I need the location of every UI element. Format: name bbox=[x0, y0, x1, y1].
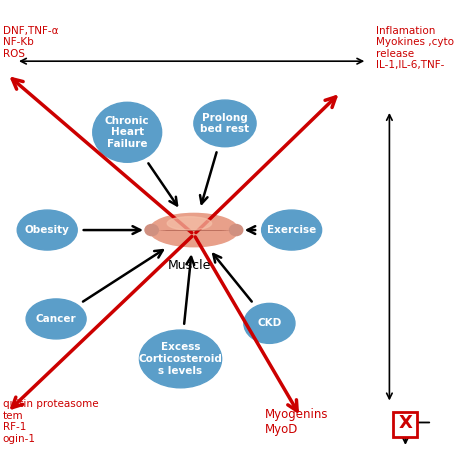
Text: Obesity: Obesity bbox=[25, 225, 70, 235]
Ellipse shape bbox=[262, 210, 322, 250]
FancyBboxPatch shape bbox=[393, 412, 417, 437]
Ellipse shape bbox=[229, 225, 243, 235]
Ellipse shape bbox=[17, 210, 77, 250]
Text: Exercise: Exercise bbox=[267, 225, 316, 235]
Ellipse shape bbox=[139, 330, 222, 388]
Text: X: X bbox=[399, 415, 412, 432]
Text: Myogenins
MyoD: Myogenins MyoD bbox=[265, 408, 328, 436]
Text: Inflamation
Myokines ,cyto
release
IL-1,IL-6,TNF-: Inflamation Myokines ,cyto release IL-1,… bbox=[376, 26, 454, 70]
Text: Muscle: Muscle bbox=[168, 259, 211, 272]
Ellipse shape bbox=[167, 217, 212, 230]
Ellipse shape bbox=[150, 213, 238, 247]
Text: Prolong
bed rest: Prolong bed rest bbox=[200, 113, 250, 134]
Ellipse shape bbox=[145, 225, 159, 235]
Ellipse shape bbox=[93, 102, 162, 162]
Text: quitin proteasome
tem
RF-1
ogin-1: quitin proteasome tem RF-1 ogin-1 bbox=[3, 399, 98, 444]
Ellipse shape bbox=[26, 299, 86, 339]
Text: Cancer: Cancer bbox=[36, 314, 76, 324]
Text: DNF,TNF-α
NF-Kb
ROS: DNF,TNF-α NF-Kb ROS bbox=[3, 26, 58, 59]
Text: Chronic
Heart
Failure: Chronic Heart Failure bbox=[105, 116, 150, 149]
Text: CKD: CKD bbox=[257, 318, 281, 328]
Ellipse shape bbox=[244, 303, 295, 343]
Text: Excess
Corticosteroid
s levels: Excess Corticosteroid s levels bbox=[139, 342, 222, 376]
Ellipse shape bbox=[194, 100, 256, 147]
